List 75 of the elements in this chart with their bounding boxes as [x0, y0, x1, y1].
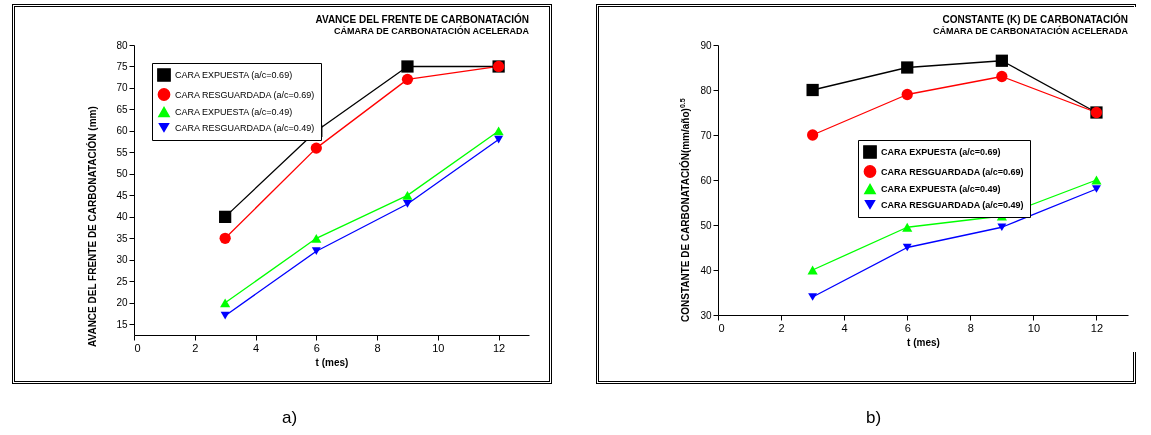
y-tick-label: 25 — [116, 275, 128, 287]
point — [219, 210, 232, 223]
x-tick-label: 0 — [134, 341, 141, 354]
x-axis-title: t (mes) — [315, 356, 349, 368]
legend-label: CARA RESGUARDADA (a/c=0.69) — [881, 166, 1024, 177]
x-tick-label: 2 — [192, 341, 199, 354]
x-tick-label: 10 — [1027, 321, 1041, 334]
x-tick-label: 8 — [967, 321, 974, 334]
x-tick-label: 10 — [432, 341, 445, 354]
y-tick-label: 50 — [116, 168, 128, 180]
y-tick-label: 35 — [116, 232, 128, 244]
y-axis-title: AVANCE DEL FRENTE DE CARBONATACIÓN (mm) — [87, 106, 98, 347]
text: a) — [282, 408, 298, 428]
y-tick-label: 40 — [700, 264, 712, 276]
point — [219, 232, 231, 244]
x-axis-title: t (mes) — [907, 336, 940, 348]
point — [311, 233, 322, 243]
y-tick-label: 80 — [116, 39, 128, 51]
x-tick-label: 12 — [492, 341, 506, 354]
point — [997, 223, 1007, 232]
legend-label: CARA RESGUARDADA (a/c=0.49) — [175, 122, 315, 133]
point — [493, 126, 504, 136]
point — [1091, 185, 1101, 193]
point — [806, 83, 819, 97]
point — [901, 88, 913, 101]
x-tick-label: 4 — [841, 321, 848, 334]
x-tick-label: 8 — [374, 341, 381, 354]
point — [311, 247, 321, 256]
point — [808, 293, 818, 301]
point — [401, 73, 414, 85]
y-tick-label: 70 — [116, 82, 128, 94]
point — [901, 61, 914, 74]
point — [995, 54, 1008, 67]
x-tick-label: 6 — [904, 321, 911, 334]
point — [1091, 175, 1102, 185]
point — [996, 70, 1008, 83]
y-tick-label: 90 — [700, 39, 712, 51]
y-tick-label: 30 — [700, 309, 712, 321]
point — [902, 222, 913, 232]
y-tick-label: 60 — [116, 125, 128, 137]
legend-label: CARA RESGUARDADA (a/c=0.69) — [175, 89, 315, 100]
legend-label: CARA EXPUESTA (a/c=0.49) — [881, 184, 1001, 194]
y-tick-label: 80 — [700, 84, 712, 96]
point — [401, 60, 414, 73]
point — [310, 142, 322, 154]
point — [402, 200, 412, 208]
point — [402, 190, 413, 200]
y-tick-label: 45 — [116, 189, 128, 201]
point — [806, 129, 819, 141]
legend-label: CARA RESGUARDADA (a/c=0.49) — [881, 199, 1024, 210]
x-tick-label: 2 — [778, 321, 785, 334]
legend-label: CARA EXPUESTA (a/c=0.49) — [175, 107, 293, 117]
x-tick-label: 6 — [313, 341, 320, 354]
point — [220, 311, 230, 320]
legend-label: CARA EXPUESTA (a/c=0.69) — [881, 147, 1001, 157]
x-tick-label: 12 — [1090, 321, 1104, 334]
y-tick-label: 60 — [700, 174, 712, 186]
chart-title: AVANCE DEL FRENTE DE CARBONATACIÓN — [315, 13, 529, 25]
y-tick-label: 70 — [700, 129, 712, 141]
y-tick-label: 55 — [116, 146, 128, 158]
y-tick-label: 15 — [116, 318, 128, 330]
y-tick-label: 65 — [116, 103, 128, 115]
y-tick-label: 30 — [116, 254, 128, 266]
chart-subtitle: CÁMARA DE CARBONATACIÓN ACELERADA — [933, 25, 1129, 36]
y-tick-label: 75 — [116, 60, 128, 72]
text: b) — [866, 408, 882, 428]
legend-label: CARA EXPUESTA (a/c=0.69) — [175, 70, 293, 80]
y-tick-label: 40 — [116, 211, 128, 223]
x-tick-label: 0 — [718, 321, 725, 334]
chart-title: CONSTANTE (K) DE CARBONATACIÓN — [942, 13, 1128, 25]
y-tick-label: 50 — [700, 219, 712, 231]
x-tick-label: 4 — [252, 341, 260, 354]
chart-subtitle: CÁMARA DE CARBONATACIÓN ACELERADA — [334, 25, 530, 36]
y-tick-label: 20 — [116, 297, 128, 309]
point — [220, 298, 231, 308]
